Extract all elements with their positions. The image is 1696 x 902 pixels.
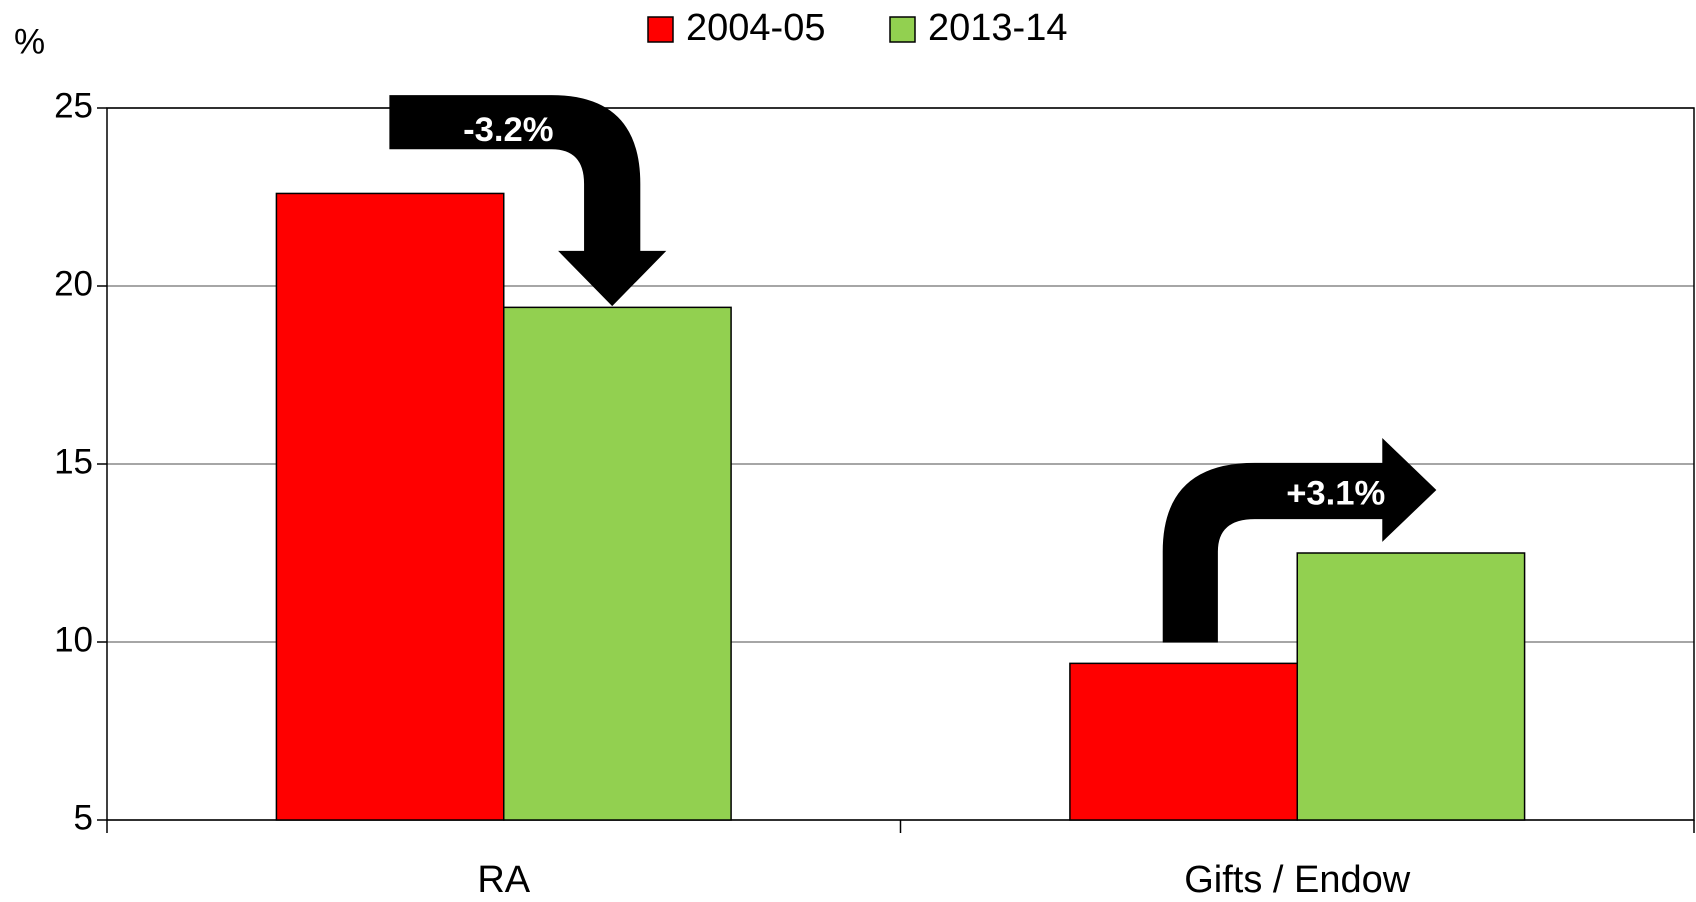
x-tick-label: RA xyxy=(477,859,530,901)
legend-swatch xyxy=(647,16,674,43)
y-tick-label: 5 xyxy=(74,798,93,837)
x-tick-label: Gifts / Endow xyxy=(1184,859,1411,901)
y-tick-label: 15 xyxy=(54,442,93,481)
y-tick-label: 10 xyxy=(54,620,93,659)
bar xyxy=(275,192,505,821)
legend-label: 2013-14 xyxy=(928,7,1067,49)
annotation: +3.1% xyxy=(1286,475,1385,513)
legend-label: 2004-05 xyxy=(686,7,825,49)
legend-swatch xyxy=(889,16,916,43)
y-axis-label: % xyxy=(14,22,45,61)
annotation: -3.2% xyxy=(463,111,553,149)
bar xyxy=(503,306,732,821)
annotations: -3.2% +3.1% xyxy=(389,95,1437,643)
y-tick-label: 25 xyxy=(54,86,93,125)
up-arrow xyxy=(1162,438,1437,643)
down-arrow xyxy=(389,95,667,307)
bar xyxy=(1069,662,1298,821)
bar xyxy=(1296,552,1526,821)
y-tick-label: 20 xyxy=(54,264,93,303)
